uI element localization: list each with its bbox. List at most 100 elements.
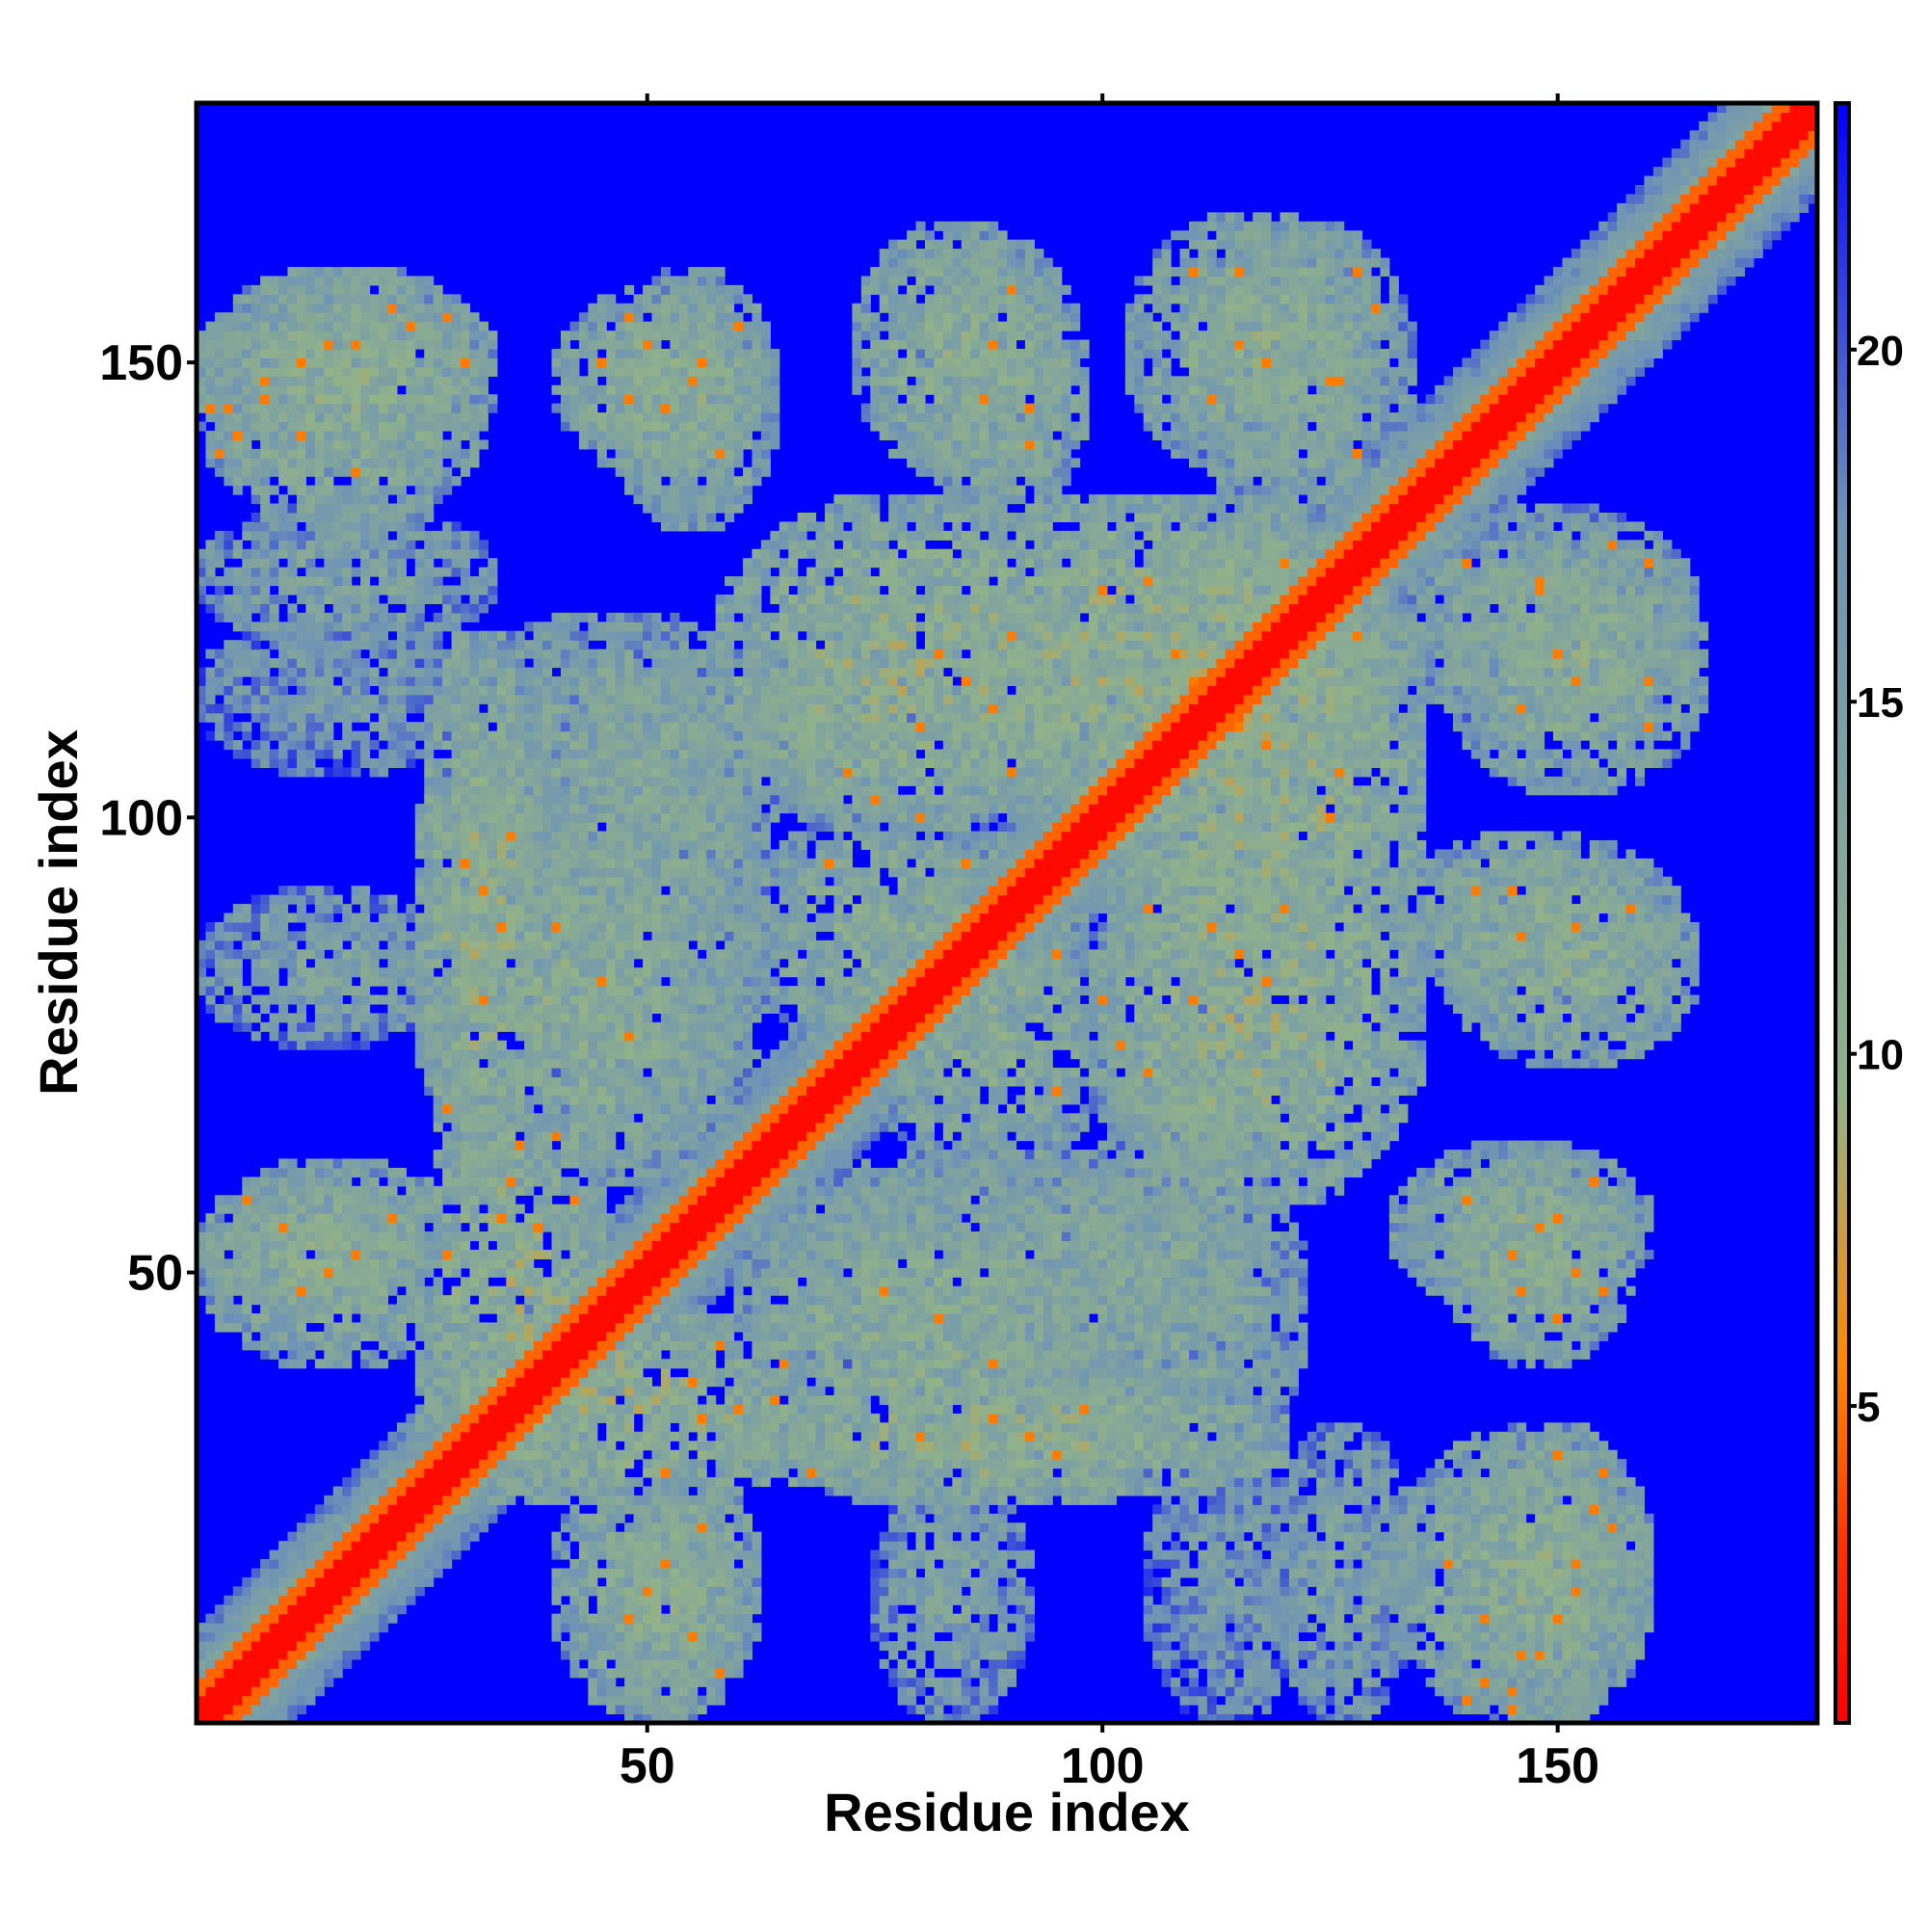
heatmap-cell <box>406 675 416 686</box>
heatmap-cell <box>287 640 298 650</box>
heatmap-cell <box>360 667 371 677</box>
heatmap-cell <box>424 986 435 996</box>
heatmap-cell <box>369 567 380 577</box>
heatmap-cell <box>214 1003 224 1014</box>
heatmap-cell <box>396 994 407 1005</box>
heatmap-cell <box>342 1167 353 1178</box>
heatmap-cell <box>324 1623 334 1633</box>
heatmap-cell <box>396 394 407 405</box>
heatmap-cell <box>387 1195 398 1205</box>
heatmap-cell <box>378 622 389 632</box>
heatmap-cell <box>251 303 261 313</box>
heatmap-cell <box>414 1331 425 1341</box>
heatmap-cell <box>615 1322 625 1333</box>
heatmap-cell <box>406 1003 416 1014</box>
heatmap-cell <box>378 722 389 732</box>
heatmap-cell <box>524 1013 535 1023</box>
heatmap-cell <box>197 421 207 432</box>
heatmap-cell <box>214 976 224 987</box>
heatmap-cell <box>351 421 361 432</box>
heatmap-cell <box>533 1013 543 1023</box>
heatmap-cell <box>296 1031 306 1042</box>
heatmap-cell <box>269 1576 279 1587</box>
heatmap-cell <box>451 1549 462 1560</box>
heatmap-cell <box>451 740 462 751</box>
heatmap-cell <box>406 321 416 331</box>
heatmap-cell <box>414 703 425 714</box>
heatmap-cell <box>242 1003 252 1014</box>
heatmap-cell <box>551 949 562 960</box>
heatmap-cell <box>305 685 316 696</box>
heatmap-cell <box>533 1021 543 1032</box>
heatmap-cell <box>424 949 435 960</box>
heatmap-cell <box>533 730 543 741</box>
heatmap-cell <box>332 767 343 778</box>
heatmap-cell <box>378 1586 389 1597</box>
heatmap-cell <box>260 1331 271 1341</box>
heatmap-cell <box>324 913 334 923</box>
heatmap-cell <box>578 1049 589 1060</box>
heatmap-cell <box>205 694 216 704</box>
heatmap-cell <box>515 1150 525 1160</box>
heatmap-cell <box>461 858 471 868</box>
heatmap-cell <box>251 1576 261 1587</box>
heatmap-cell <box>332 530 343 541</box>
heatmap-cell <box>387 1240 398 1251</box>
heatmap-cell <box>287 1658 298 1669</box>
heatmap-cell <box>588 439 598 450</box>
heatmap-cell <box>414 1441 425 1451</box>
heatmap-cell <box>515 976 525 987</box>
heatmap-cell <box>433 321 443 331</box>
heatmap-cell <box>524 694 535 704</box>
heatmap-cell <box>369 276 380 286</box>
heatmap-cell <box>442 904 453 914</box>
heatmap-cell <box>305 1695 316 1706</box>
heatmap-cell <box>269 294 279 304</box>
heatmap-cell <box>378 494 389 505</box>
heatmap-cell <box>296 612 306 622</box>
heatmap-cell <box>406 312 416 323</box>
heatmap-cell <box>506 858 516 868</box>
heatmap-cell <box>469 667 480 677</box>
heatmap-cell <box>406 1204 416 1214</box>
heatmap-cell <box>588 785 598 796</box>
heatmap-cell <box>287 384 298 395</box>
heatmap-cell <box>242 576 252 587</box>
heatmap-cell <box>461 667 471 677</box>
heatmap-cell <box>278 585 289 595</box>
heatmap-cell <box>278 1158 289 1169</box>
heatmap-cell <box>596 804 607 814</box>
heatmap-cell <box>324 722 334 732</box>
heatmap-cell <box>269 448 279 459</box>
heatmap-cell <box>287 730 298 741</box>
heatmap-cell <box>488 1441 498 1451</box>
heatmap-cell <box>424 1058 435 1069</box>
heatmap-cell <box>369 994 380 1005</box>
heatmap-cell <box>478 1013 488 1023</box>
heatmap-cell <box>378 576 389 587</box>
heatmap-cell <box>232 913 243 923</box>
heatmap-cell <box>488 986 498 996</box>
heatmap-cell <box>351 1531 361 1542</box>
heatmap-cell <box>205 603 216 614</box>
heatmap-cell <box>224 648 234 659</box>
heatmap-cell <box>606 1322 617 1333</box>
heatmap-cell <box>615 1267 625 1278</box>
heatmap-cell <box>606 1103 617 1114</box>
heatmap-cell <box>433 348 443 359</box>
heatmap-cell <box>542 1285 553 1296</box>
heatmap-cell <box>414 1231 425 1242</box>
heatmap-cell <box>615 1513 625 1523</box>
heatmap-cell <box>588 1140 598 1151</box>
heatmap-cell <box>287 466 298 477</box>
heatmap-cell <box>533 976 543 987</box>
heatmap-cell <box>342 1213 353 1224</box>
heatmap-cell <box>414 1213 425 1224</box>
heatmap-cell <box>578 776 589 786</box>
heatmap-cell <box>314 1040 325 1050</box>
heatmap-cell <box>342 1304 353 1314</box>
heatmap-cell <box>296 1222 306 1232</box>
heatmap-cell <box>496 722 507 732</box>
heatmap-cell <box>515 1386 525 1396</box>
heatmap-cell <box>287 503 298 514</box>
